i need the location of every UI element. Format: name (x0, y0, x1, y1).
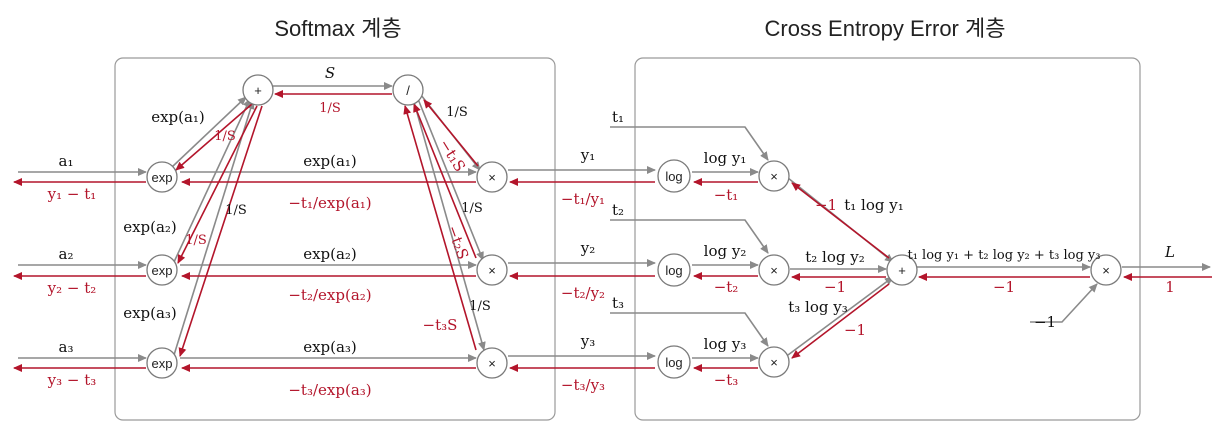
times-node-cee-3: × (758, 346, 790, 378)
times-node-softmax-3: × (476, 347, 508, 379)
label-m1-d: −1 (993, 278, 1015, 296)
label-t3-over-y3: −t₃/y₃ (561, 376, 605, 394)
plus-node-cee: + (886, 254, 918, 286)
svg-text:×: × (770, 263, 778, 278)
label-y2-minus-t2: y₂ − t₂ (47, 279, 97, 297)
label-y3-minus-t3: y₃ − t₃ (47, 371, 97, 389)
label-t2: t₂ (612, 201, 624, 219)
label-exp-a1: exp(a₁) (303, 152, 357, 170)
svg-text:×: × (770, 355, 778, 370)
label-t2-over-exp: −t₂/exp(a₂) (288, 286, 371, 304)
label-y3: y₃ (580, 332, 596, 350)
softmax-title: Softmax 계층 (274, 16, 401, 41)
label-d-inv-S: 1/S (319, 101, 341, 116)
cee-layer-box (634, 57, 1141, 421)
log-node-3: log (657, 345, 691, 379)
label-m1-b: −1 (824, 278, 846, 296)
label-t3-over-exp: −t₃/exp(a₃) (288, 381, 371, 399)
label-d-S-1: 1/S (214, 129, 236, 144)
label-exp-a3-in: exp(a₃) (123, 304, 177, 322)
svg-text:+: + (254, 83, 262, 98)
label-y2: y₂ (580, 239, 596, 257)
label-t2-log-y2: t₂ log y₂ (805, 248, 865, 266)
softmax-layer-box (114, 57, 556, 421)
svg-text:×: × (488, 263, 496, 278)
svg-text:×: × (488, 170, 496, 185)
label-a3: a₃ (59, 338, 74, 356)
label-exp-a1-in: exp(a₁) (151, 108, 205, 126)
svg-text:exp: exp (152, 263, 173, 278)
label-neg-t3: −t₃ (714, 371, 739, 389)
plus-node-softmax: + (242, 74, 274, 106)
label-S: S (325, 64, 335, 82)
label-exp-a2: exp(a₂) (303, 245, 357, 263)
label-m1-c: −1 (844, 321, 866, 339)
svg-text:log: log (665, 355, 682, 370)
times-node-final: × (1090, 254, 1122, 286)
svg-text:log: log (665, 263, 682, 278)
cee-title: Cross Entropy Error 계층 (765, 16, 1006, 41)
label-minus-one-input: −1 (1034, 313, 1056, 331)
exp-node-2: exp (146, 254, 178, 286)
label-d-S-2: 1/S (185, 233, 207, 248)
label-sum: t₁ log y₁ + t₂ log y₂ + t₃ log y₃ (907, 248, 1100, 263)
times-node-cee-1: × (758, 160, 790, 192)
svg-text:×: × (770, 169, 778, 184)
label-inv-S-2: 1/S (461, 201, 483, 216)
times-node-cee-2: × (758, 254, 790, 286)
svg-text:×: × (1102, 263, 1110, 278)
svg-text:exp: exp (152, 170, 173, 185)
label-t3: t₃ (612, 294, 624, 312)
times-node-softmax-2: × (476, 254, 508, 286)
label-t1-over-y1: −t₁/y₁ (561, 190, 605, 208)
label-exp-a2-in: exp(a₂) (123, 218, 177, 236)
svg-text:/: / (406, 83, 410, 98)
label-inv-S-3: 1/S (469, 299, 491, 314)
label-t1: t₁ (612, 108, 624, 126)
log-node-2: log (657, 253, 691, 287)
log-node-1: log (657, 159, 691, 193)
exp-node-3: exp (146, 347, 178, 379)
svg-text:×: × (488, 356, 496, 371)
label-d-S-3: 1/S (225, 203, 247, 218)
label-L: L (1164, 243, 1175, 261)
label-m1-a: −1 (815, 196, 837, 214)
label-t1-over-exp: −t₁/exp(a₁) (288, 194, 371, 212)
label-log-y3: log y₃ (704, 335, 747, 353)
label-one: 1 (1165, 278, 1175, 296)
label-t1-log-y1: t₁ log y₁ (844, 196, 904, 214)
label-exp-a3: exp(a₃) (303, 338, 357, 356)
label-log-y1: log y₁ (704, 149, 747, 167)
svg-text:log: log (665, 169, 682, 184)
label-log-y2: log y₂ (704, 242, 747, 260)
label-y1: y₁ (580, 146, 596, 164)
svg-text:exp: exp (152, 356, 173, 371)
label-neg-t2: −t₂ (714, 278, 739, 296)
label-neg-t3S: −t₃S (423, 316, 458, 334)
label-a1: a₁ (59, 152, 74, 170)
label-a2: a₂ (59, 245, 74, 263)
div-node: / (392, 74, 424, 106)
svg-text:+: + (898, 263, 906, 278)
label-t2-over-y2: −t₂/y₂ (561, 284, 605, 302)
label-neg-t1: −t₁ (714, 186, 739, 204)
label-inv-S-1: 1/S (446, 105, 468, 120)
exp-node-1: exp (146, 161, 178, 193)
label-t3-log-y3: t₃ log y₃ (788, 298, 848, 316)
times-node-softmax-1: × (476, 161, 508, 193)
label-y1-minus-t1: y₁ − t₁ (47, 185, 97, 203)
